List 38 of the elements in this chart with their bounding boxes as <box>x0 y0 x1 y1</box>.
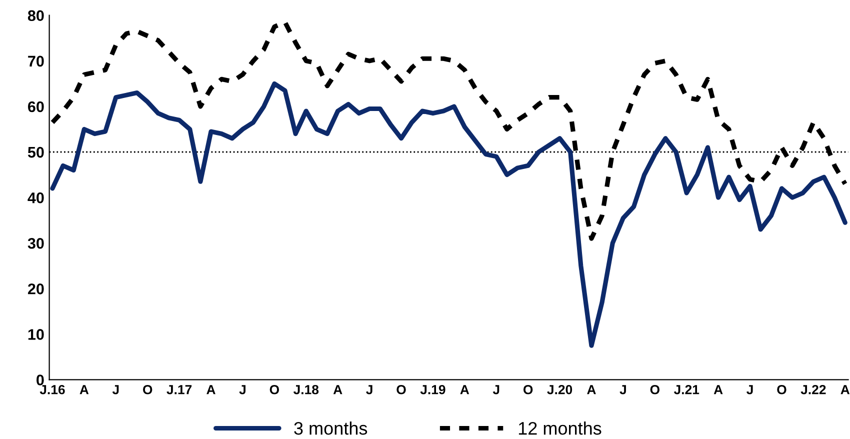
x-tick-label: O <box>650 384 660 394</box>
x-tick-label: J <box>492 385 500 394</box>
line-series <box>50 81 848 348</box>
x-tick-label: A <box>840 385 850 394</box>
y-tick-label: 50 <box>28 146 44 158</box>
x-tick-label: A <box>206 385 216 394</box>
y-tick-label: 70 <box>28 56 44 67</box>
y-tick-label: 40 <box>28 192 44 204</box>
y-tick-label: 10 <box>28 329 44 340</box>
x-tick-label: J.20 <box>547 384 572 394</box>
x-tick-label: A <box>80 385 89 394</box>
x-tick-label: J <box>746 385 753 394</box>
x-tick-label: J <box>239 385 246 394</box>
x-tick-label: J.17 <box>166 385 192 394</box>
x-tick-label: J.16 <box>40 384 65 394</box>
x-tick-label: J <box>112 385 119 394</box>
x-tick-label: O <box>143 384 152 394</box>
x-tick-label: J <box>620 385 626 394</box>
x-tick-label: O <box>777 384 786 394</box>
x-tick-label: J <box>366 385 372 394</box>
x-tick-label: A <box>460 385 470 394</box>
x-tick-label: O <box>523 384 533 394</box>
x-tick-label: A <box>587 385 596 394</box>
x-tick-label: A <box>333 385 342 394</box>
y-tick-label: 20 <box>28 284 44 294</box>
x-tick-label: O <box>396 384 406 394</box>
legend-label: 3 months <box>294 421 368 435</box>
y-tick-label: 30 <box>28 238 44 249</box>
x-tick-label: J.21 <box>674 384 700 394</box>
y-tick-label: 0 <box>36 374 44 386</box>
x-tick-label: J.18 <box>293 384 319 394</box>
y-tick-label: 80 <box>28 10 44 22</box>
x-tick-label: A <box>714 385 723 394</box>
legend-label: 12 months <box>518 421 602 435</box>
y-tick-label: 60 <box>28 101 44 112</box>
x-tick-label: J.19 <box>420 384 446 394</box>
x-tick-label: O <box>270 384 279 394</box>
x-tick-label: J.22 <box>800 384 826 394</box>
